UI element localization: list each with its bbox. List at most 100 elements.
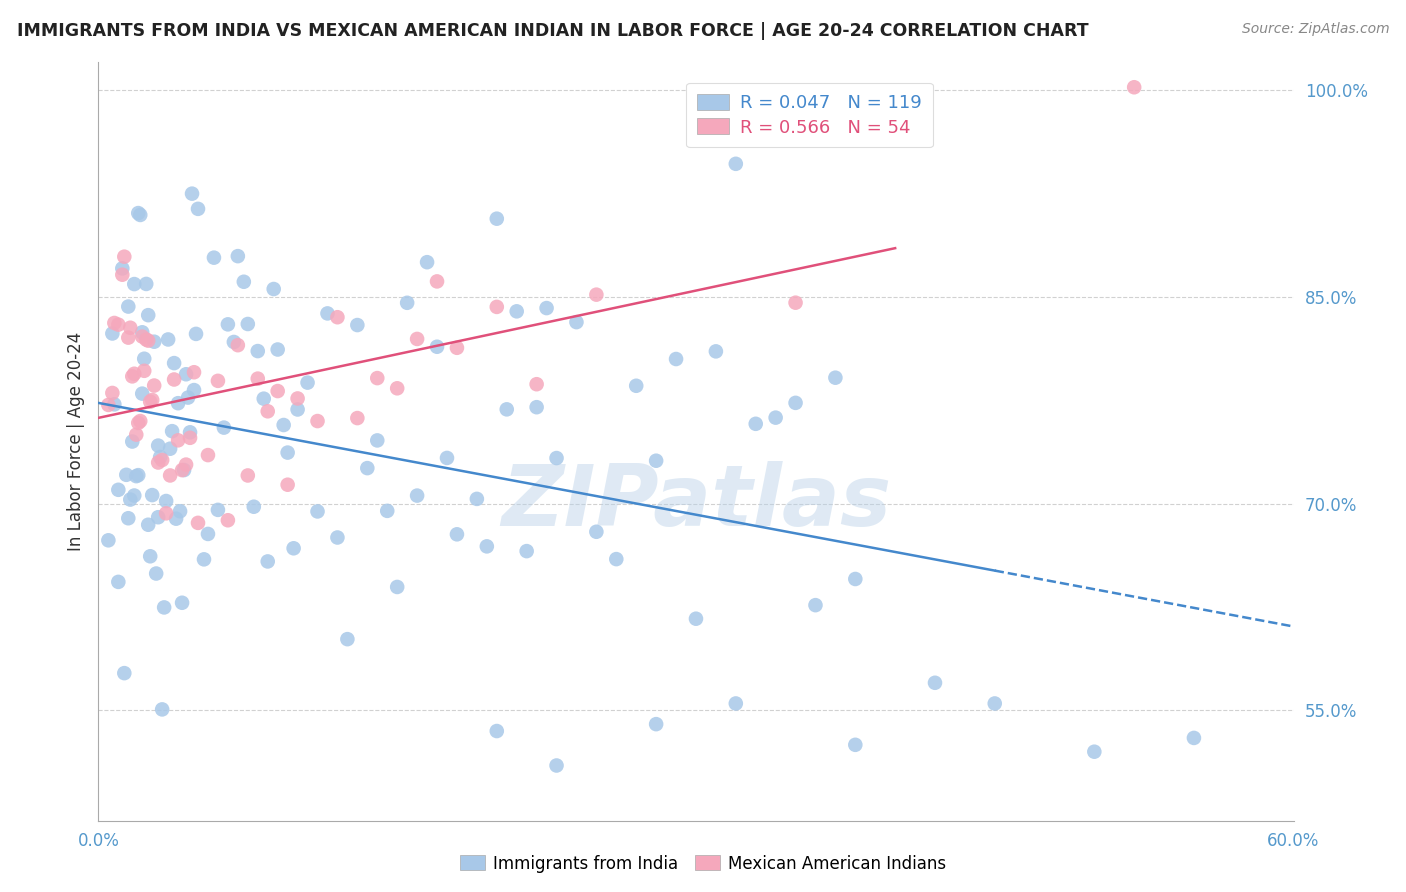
Point	[416, 255, 439, 269]
Point	[277, 477, 299, 491]
Point	[193, 552, 215, 566]
Point	[287, 392, 309, 406]
Point	[149, 450, 172, 464]
Point	[148, 439, 170, 453]
Point	[307, 414, 329, 428]
Point	[446, 341, 468, 355]
Point	[131, 326, 153, 340]
Point	[287, 402, 309, 417]
Point	[396, 295, 419, 310]
Legend: Immigrants from India, Mexican American Indians: Immigrants from India, Mexican American …	[453, 848, 953, 880]
Point	[165, 511, 187, 525]
Point	[526, 400, 548, 414]
Point	[236, 317, 259, 331]
Point	[124, 367, 146, 381]
Point	[1083, 745, 1105, 759]
Text: Source: ZipAtlas.com: Source: ZipAtlas.com	[1241, 22, 1389, 37]
Point	[495, 402, 517, 417]
Point	[179, 425, 201, 440]
Point	[426, 340, 449, 354]
Point	[115, 467, 138, 482]
Point	[277, 445, 299, 459]
Point	[924, 675, 946, 690]
Point	[127, 468, 149, 483]
Point	[785, 396, 807, 410]
Point	[172, 596, 194, 610]
Point	[101, 386, 124, 401]
Point	[326, 310, 349, 325]
Point	[184, 326, 207, 341]
Point	[336, 632, 359, 647]
Point	[134, 364, 156, 378]
Point	[506, 304, 529, 318]
Point	[163, 356, 186, 370]
Point	[207, 374, 229, 388]
Point	[120, 492, 142, 507]
Point	[685, 612, 707, 626]
Point	[97, 533, 120, 548]
Point	[256, 404, 278, 418]
Point	[155, 494, 177, 508]
Point	[207, 503, 229, 517]
Point	[645, 717, 668, 731]
Point	[183, 383, 205, 397]
Point	[475, 540, 498, 554]
Text: ZIPatlas: ZIPatlas	[501, 460, 891, 544]
Point	[120, 320, 142, 334]
Point	[134, 351, 156, 366]
Point	[107, 483, 129, 497]
Point	[724, 157, 747, 171]
Point	[117, 330, 139, 344]
Point	[197, 527, 219, 541]
Point	[356, 461, 378, 475]
Point	[124, 489, 146, 503]
Point	[516, 544, 538, 558]
Point	[256, 554, 278, 568]
Point	[150, 702, 173, 716]
Point	[226, 249, 249, 263]
Point	[179, 431, 201, 445]
Point	[446, 527, 468, 541]
Point	[236, 468, 259, 483]
Point	[125, 469, 148, 483]
Point	[112, 250, 135, 264]
Point	[136, 517, 159, 532]
Point	[465, 491, 488, 506]
Point	[181, 186, 204, 201]
Point	[148, 456, 170, 470]
Point	[346, 318, 368, 332]
Point	[426, 274, 449, 288]
Point	[111, 268, 134, 282]
Point	[103, 316, 125, 330]
Text: IMMIGRANTS FROM INDIA VS MEXICAN AMERICAN INDIAN IN LABOR FORCE | AGE 20-24 CORR: IMMIGRANTS FROM INDIA VS MEXICAN AMERICA…	[17, 22, 1088, 40]
Point	[153, 600, 176, 615]
Point	[366, 434, 388, 448]
Point	[316, 306, 339, 320]
Point	[136, 308, 159, 322]
Point	[131, 329, 153, 343]
Point	[326, 531, 349, 545]
Point	[187, 202, 209, 216]
Point	[187, 516, 209, 530]
Point	[366, 371, 388, 385]
Point	[150, 453, 173, 467]
Point	[135, 333, 157, 347]
Point	[844, 572, 866, 586]
Point	[546, 451, 568, 466]
Point	[765, 410, 787, 425]
Point	[160, 424, 183, 438]
Point	[124, 277, 146, 291]
Point	[243, 500, 266, 514]
Point	[131, 386, 153, 401]
Point	[267, 343, 290, 357]
Point	[406, 332, 429, 346]
Point	[141, 488, 163, 502]
Point	[645, 454, 668, 468]
Point	[267, 384, 290, 398]
Point	[273, 417, 295, 432]
Point	[585, 287, 607, 301]
Point	[139, 394, 162, 409]
Point	[565, 315, 588, 329]
Point	[745, 417, 768, 431]
Point	[436, 450, 458, 465]
